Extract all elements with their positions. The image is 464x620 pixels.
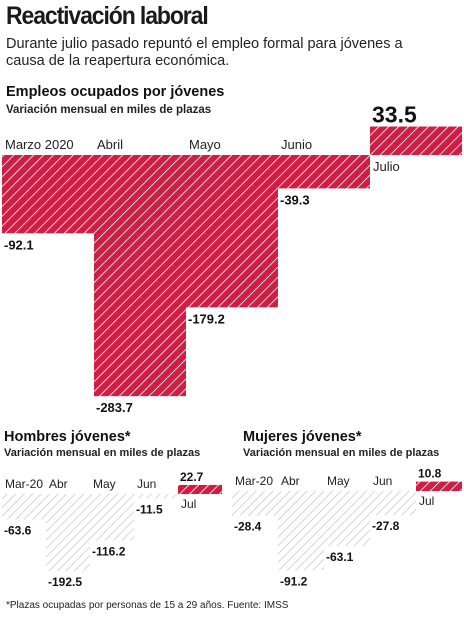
main-bar <box>370 126 462 155</box>
women-category-label: May <box>327 474 350 488</box>
main-bar <box>278 155 370 189</box>
men-bar <box>134 494 178 499</box>
page-title: Reactivación laboral <box>6 2 209 30</box>
men-bar <box>46 494 90 571</box>
men-value-label: -63.6 <box>4 523 32 537</box>
main-chart-title: Empleos ocupados por jóvenes <box>6 84 225 100</box>
men-value-label: 22.7 <box>180 470 204 484</box>
men-category-label: Jun <box>137 477 156 491</box>
footnote: *Plazas ocupadas por personas de 15 a 29… <box>6 600 289 611</box>
women-bar-chart: Mar-20 -28.4 Abr -91.2 May -63.1 Jun -27.8 Jul 10… <box>232 467 462 588</box>
women-value-label: -28.4 <box>234 520 262 534</box>
women-chart-subtitle: Variación mensual en miles de plazas <box>243 447 440 459</box>
main-category-label: Mayo <box>189 137 221 152</box>
women-category-label: Mar-20 <box>235 474 273 488</box>
women-value-label: 10.8 <box>418 467 442 481</box>
men-value-label: -11.5 <box>136 503 163 517</box>
women-bar <box>416 481 462 491</box>
main-value-label: -39.3 <box>280 192 310 207</box>
women-bar <box>232 491 278 516</box>
main-chart-subtitle: Variación mensual en miles de plazas <box>6 104 212 116</box>
main-value-label: -283.7 <box>96 400 133 415</box>
men-chart-title: Hombres jóvenes* <box>4 429 131 445</box>
women-category-label: Jun <box>373 474 392 488</box>
page-subtitle: Durante julio pasado repuntó el empleo f… <box>6 36 403 69</box>
men-category-label: Mar-20 <box>5 477 43 491</box>
main-bar-chart: Marzo 2020 -92.1 Abril -283.7 Mayo -179.2 Juni… <box>2 102 462 415</box>
main-value-label: -92.1 <box>4 237 34 252</box>
women-value-label: -27.8 <box>372 519 400 533</box>
men-bar <box>178 484 222 494</box>
women-value-label: -63.1 <box>326 550 354 564</box>
main-value-label: 33.5 <box>372 102 417 128</box>
women-bar <box>370 491 416 516</box>
men-chart-subtitle: Variación mensual en miles de plazas <box>4 447 201 459</box>
main-bar <box>186 155 278 308</box>
men-bar-chart: Mar-20 -63.6 Abr -192.5 May -116.2 Jun -11.5 Jul… <box>2 470 222 589</box>
women-bar <box>324 491 370 546</box>
main-category-label: Marzo 2020 <box>5 137 74 152</box>
main-value-label: -179.2 <box>188 311 225 326</box>
men-bar <box>2 494 46 520</box>
women-value-label: -91.2 <box>280 574 308 588</box>
men-category-label: May <box>93 477 116 491</box>
women-bar <box>278 491 324 571</box>
women-category-label: Abr <box>281 474 300 488</box>
men-category-label: Abr <box>49 477 68 491</box>
men-bar <box>90 494 134 541</box>
main-bar <box>94 155 186 397</box>
main-category-label: Julio <box>373 159 400 174</box>
main-bar <box>2 155 94 234</box>
main-category-label: Abril <box>97 137 123 152</box>
women-category-label: Jul <box>419 494 434 508</box>
men-value-label: -116.2 <box>92 544 126 558</box>
main-category-label: Junio <box>281 137 312 152</box>
men-category-label: Jul <box>181 497 196 511</box>
women-chart-title: Mujeres jóvenes* <box>243 429 362 445</box>
men-value-label: -192.5 <box>48 575 82 589</box>
